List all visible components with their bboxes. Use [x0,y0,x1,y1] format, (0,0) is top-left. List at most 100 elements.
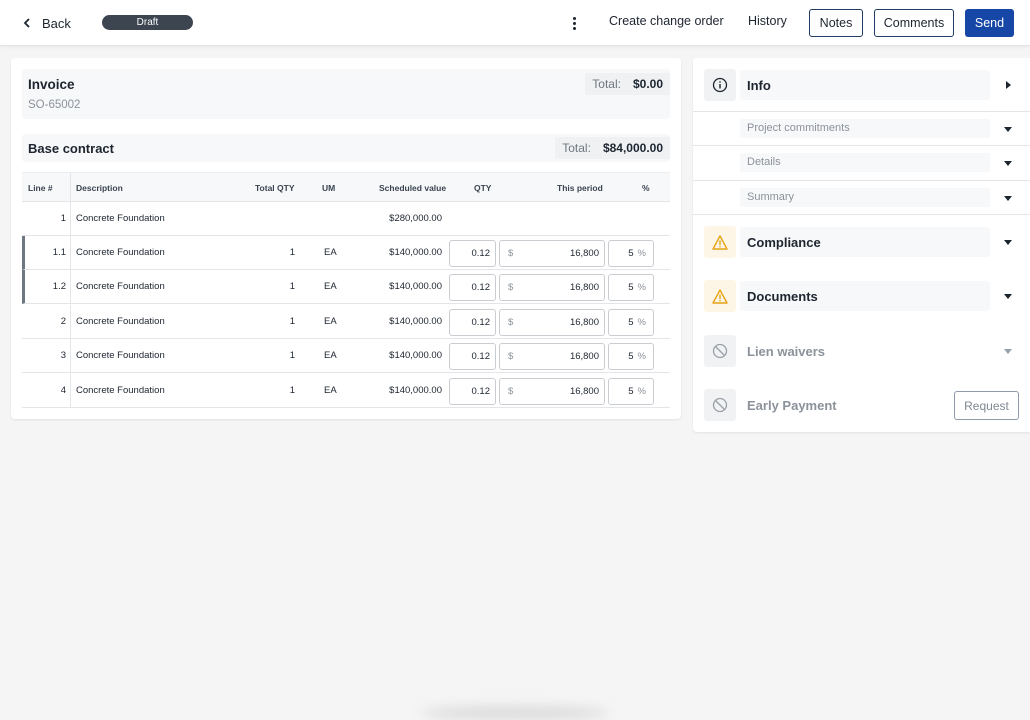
base-contract-total-label: Total: [562,141,591,155]
compliance-section[interactable]: Compliance [693,226,1030,258]
table-header: Line # Description Total QTY UM Schedule… [22,172,670,202]
chevron-down-icon [1004,294,1012,299]
this-period-input[interactable]: $16,800 [499,377,605,405]
row-description: Concrete Foundation [76,315,165,327]
info-section[interactable]: Info [693,69,1030,101]
row-scheduled-value: $140,000.00 [389,350,442,362]
percent-input[interactable]: 5% [608,377,654,405]
header-this-period: This period [557,183,603,193]
table-row: 2 Concrete Foundation 1 EA $140,000.00 0.12 $1… [22,304,670,339]
chevron-down-icon [1004,196,1012,201]
disabled-icon [704,335,736,367]
row-scheduled-value: $140,000.00 [389,247,442,258]
row-line: 1.1 [52,247,66,258]
qty-input[interactable]: 0.12 [449,377,496,405]
header-scheduled-value: Scheduled value [379,183,447,193]
early-payment-section: Early Payment Request [693,389,1030,421]
row-scheduled-value: $140,000.00 [389,384,442,396]
project-commitments-item[interactable]: Project commitments [693,111,1030,145]
row-description: Concrete Foundation [76,281,165,293]
base-contract-header: Base contract Total: $84,000.00 [22,134,670,162]
info-icon [704,69,736,101]
side-panel: Info Project commitments Details Summary… [693,58,1030,432]
send-button[interactable]: Send [965,9,1014,37]
row-line: 2 [60,315,66,327]
create-change-order-button[interactable]: Create change order [609,14,724,28]
row-total-qty: 1 [289,350,295,362]
details-item[interactable]: Details [693,145,1030,179]
row-line: 1.2 [52,281,66,293]
chevron-down-icon [1004,349,1012,354]
notes-button[interactable]: Notes [809,9,863,37]
this-period-input[interactable]: $16,800 [499,343,605,371]
invoice-title: Invoice [28,77,75,92]
disabled-icon [704,389,736,421]
header-um: UM [322,183,336,193]
more-options-icon[interactable] [566,12,582,34]
row-total-qty: 1 [289,281,295,293]
header-percent: % [642,183,650,193]
early-payment-label: Early Payment [747,398,837,413]
invoice-card: Invoice SO-65002 Total: $0.00 Base contr… [11,58,681,419]
row-description: Concrete Foundation [76,384,165,396]
row-um: EA [324,350,337,362]
base-contract-total-value: $84,000.00 [602,141,663,155]
row-um: EA [324,315,337,327]
row-description: Concrete Foundation [76,350,165,362]
percent-input[interactable]: 5% [608,343,654,371]
this-period-input[interactable]: $16,800 [499,240,605,267]
header-qty: QTY [474,183,492,193]
summary-item[interactable]: Summary [693,180,1030,214]
qty-input[interactable]: 0.12 [449,308,496,336]
warning-icon [704,280,736,312]
row-scheduled-value: $280,000.00 [389,213,442,224]
percent-input[interactable]: 5% [608,274,654,302]
header-line: Line # [28,183,53,193]
history-button[interactable]: History [748,14,787,28]
back-button[interactable]: Back [20,12,71,34]
table-row-parent: 1 Concrete Foundation $280,000.00 [22,202,670,236]
base-contract-title: Base contract [28,141,114,156]
lien-waivers-section[interactable]: Lien waivers [693,335,1030,367]
status-badge: Draft [102,15,193,30]
row-line: 3 [60,350,66,362]
invoice-id: SO-65002 [28,99,81,111]
qty-input[interactable]: 0.12 [449,274,496,302]
percent-input[interactable]: 5% [608,308,654,336]
header-description: Description [76,183,123,193]
info-label: Info [747,78,771,93]
invoice-total-value: $0.00 [632,77,663,91]
back-label: Back [42,15,71,31]
request-button[interactable]: Request [954,391,1019,420]
documents-section[interactable]: Documents [693,280,1030,312]
comments-button[interactable]: Comments [874,9,954,37]
qty-input[interactable]: 0.12 [449,343,496,371]
row-total-qty: 1 [289,384,295,396]
this-period-input[interactable]: $16,800 [499,308,605,336]
qty-input[interactable]: 0.12 [449,240,496,267]
invoice-total-label: Total: [592,77,621,91]
invoice-total: Total: $0.00 [585,73,670,95]
header-total-qty: Total QTY [255,183,295,193]
invoice-header: Invoice SO-65002 Total: $0.00 [22,69,670,119]
table-row: 1.2 Concrete Foundation 1 EA $140,000.00 0.12… [22,270,670,305]
chevron-right-icon [1006,81,1011,89]
chevron-left-icon [20,16,34,30]
row-total-qty: 1 [289,315,295,327]
row-scheduled-value: $140,000.00 [389,315,442,327]
bottom-shadow [420,706,610,720]
row-total-qty: 1 [289,247,295,258]
top-bar: Back Draft Create change order History N… [0,0,1030,46]
row-um: EA [324,247,337,258]
row-description: Concrete Foundation [76,247,165,258]
base-contract-total: Total: $84,000.00 [555,137,670,159]
chevron-down-icon [1004,240,1012,245]
chevron-down-icon [1004,161,1012,166]
this-period-input[interactable]: $16,800 [499,274,605,302]
percent-input[interactable]: 5% [608,240,654,267]
row-description: Concrete Foundation [76,213,165,224]
row-um: EA [324,281,337,293]
chevron-down-icon [1004,127,1012,132]
table-row: 3 Concrete Foundation 1 EA $140,000.00 0.12 $1… [22,339,670,374]
row-um: EA [324,384,337,396]
